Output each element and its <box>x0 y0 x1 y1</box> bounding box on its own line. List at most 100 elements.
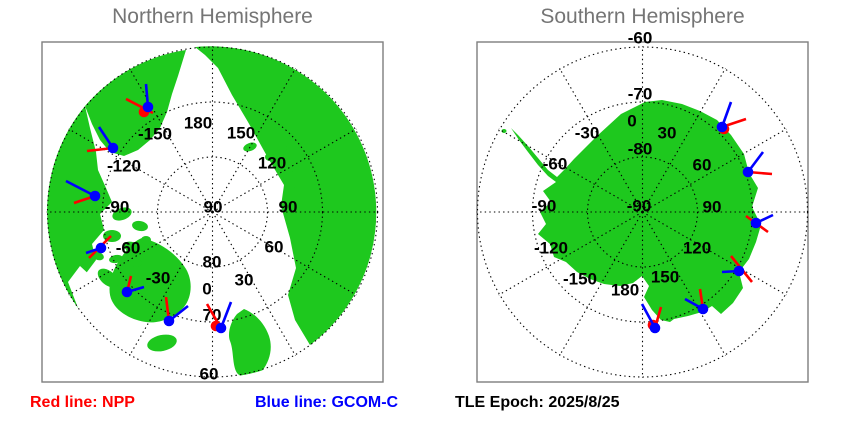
island-shape <box>132 220 148 232</box>
graticule-label: -90 <box>105 198 130 217</box>
northern-hemisphere-landmasses <box>47 46 377 378</box>
island-shape <box>501 129 507 133</box>
meridian-line <box>68 128 213 213</box>
graticule-label: -30 <box>146 269 171 288</box>
graticule-label: -90 <box>532 197 557 216</box>
satellite-marker <box>125 83 154 118</box>
latitude-ring <box>531 101 754 323</box>
legend-npp: Red line: NPP <box>30 394 135 411</box>
graticule-label: 90 <box>204 198 223 217</box>
meridian-line <box>642 211 787 296</box>
graticule-label: 180 <box>611 281 639 300</box>
meridian-line <box>212 67 296 213</box>
graticule-label: 0 <box>627 112 636 131</box>
satellite-marker <box>86 126 119 154</box>
island-shape <box>265 153 275 161</box>
graticule-label: 120 <box>258 154 286 173</box>
land-shape <box>228 309 271 378</box>
gcomc-dot <box>697 303 709 315</box>
island-shape <box>92 251 104 261</box>
graticule-label: -90 <box>627 197 652 216</box>
graticule-label: 60 <box>693 156 712 175</box>
graticule-label: 90 <box>279 198 298 217</box>
graticule-label: 120 <box>683 239 711 258</box>
meridian-line <box>642 211 726 357</box>
meridian-line <box>212 128 357 213</box>
south-map-title: Southern Hemisphere <box>540 5 745 28</box>
graticule-label: -120 <box>107 157 141 176</box>
island-shape <box>147 334 177 352</box>
land-shape <box>511 100 761 322</box>
graticule-label: 80 <box>203 253 222 272</box>
gcomc-dot <box>107 142 119 154</box>
graticule-label: -30 <box>575 124 600 143</box>
island-shape <box>97 268 119 288</box>
gcomc-dot <box>95 242 107 254</box>
satellite-marker <box>640 303 663 334</box>
island-shape <box>169 64 181 72</box>
island-shape <box>141 236 151 244</box>
north-map-title: Northern Hemisphere <box>112 5 313 28</box>
legend-tle-epoch: TLE Epoch: 2025/8/25 <box>455 394 620 411</box>
meridian-line <box>212 211 296 357</box>
graticule-label: 30 <box>235 271 254 290</box>
island-shape <box>123 241 141 253</box>
latitude-ring <box>156 156 269 268</box>
graticule-label: 150 <box>651 268 679 287</box>
satellite-marker <box>163 296 189 327</box>
graticule-label: 150 <box>227 124 255 143</box>
graticule-label: 30 <box>658 124 677 143</box>
meridian-line <box>212 211 357 296</box>
graticule-label: 0 <box>202 280 211 299</box>
meridian-line <box>498 211 643 296</box>
island-shape <box>289 163 303 189</box>
satellite-marker <box>205 301 233 334</box>
gcomc-dot <box>742 166 754 178</box>
gcomc-track-line <box>65 179 96 198</box>
satellite-marker <box>121 275 145 298</box>
latitude-ring <box>586 156 699 268</box>
meridian-line <box>642 128 787 213</box>
graticule-label: -60 <box>628 29 653 48</box>
graticule-label: 60 <box>265 238 284 257</box>
meridian-line <box>559 211 643 357</box>
meridian-line <box>129 211 213 357</box>
northern-hemisphere-map: 1801501209060300-30-60-90-120-1509080706… <box>41 41 384 384</box>
satellite-marker <box>745 213 774 234</box>
gcomc-dot <box>716 121 728 133</box>
gcomc-dot <box>163 315 175 327</box>
latitude-ring <box>46 46 379 378</box>
graticule-label: 90 <box>703 198 722 217</box>
gcomc-dot <box>142 101 154 113</box>
water-inlet <box>268 300 294 348</box>
land-shape <box>109 238 191 323</box>
satellite-marker <box>742 151 773 178</box>
latitude-ring <box>101 101 324 323</box>
meridian-line <box>559 67 643 213</box>
gcomc-dot <box>649 322 661 334</box>
island-shape <box>243 142 257 152</box>
graticule-label: -150 <box>138 125 172 144</box>
graticule-label: -60 <box>116 239 141 258</box>
satellite-marker <box>716 101 747 135</box>
island-shape <box>279 145 287 151</box>
graticule-label: -150 <box>563 270 597 289</box>
island-shape <box>112 207 132 221</box>
meridian-line <box>129 67 213 213</box>
meridian-line <box>498 128 643 213</box>
gcomc-dot <box>89 190 101 202</box>
gcomc-dot <box>733 265 745 277</box>
gcomc-dot <box>215 322 227 334</box>
island-shape <box>109 254 123 264</box>
gcomc-dot <box>750 217 762 229</box>
island-shape <box>130 259 142 267</box>
gcomc-dot <box>121 286 133 298</box>
graticule-label: 60 <box>200 365 219 384</box>
land-shape <box>47 106 112 308</box>
satellite-marker <box>684 288 709 315</box>
latitude-ring <box>476 46 809 378</box>
graticule-label: -120 <box>534 239 568 258</box>
